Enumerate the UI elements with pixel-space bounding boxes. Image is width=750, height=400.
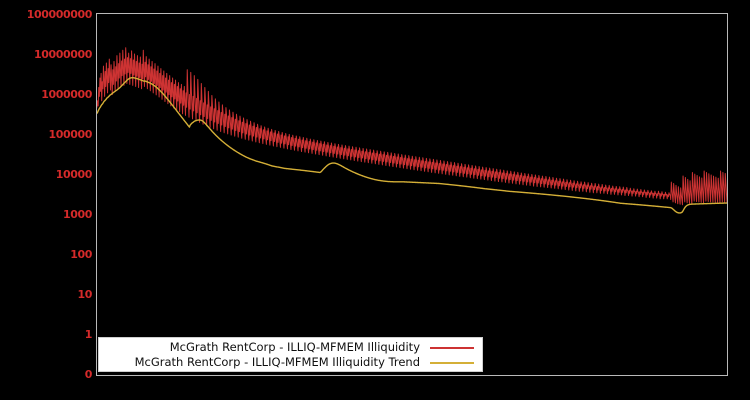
legend-label-illiquidity-trend: McGrath RentCorp - ILLIQ-MFMEM Illiquidi…	[134, 355, 420, 369]
line-swatch-illiquidity	[430, 346, 474, 349]
y-tick-label-1: 1	[84, 328, 93, 341]
legend-item-illiquidity-trend[interactable]: McGrath RentCorp - ILLIQ-MFMEM Illiquidi…	[99, 355, 478, 370]
y-tick-label-100000: 100000	[48, 128, 92, 141]
legend-label-illiquidity: McGrath RentCorp - ILLIQ-MFMEM Illiquidi…	[169, 340, 420, 354]
y-tick-label-10: 10	[77, 288, 92, 301]
legend-item-illiquidity[interactable]: McGrath RentCorp - ILLIQ-MFMEM Illiquidi…	[99, 340, 478, 355]
y-tick-label-1000: 1000	[62, 208, 92, 221]
y-tick-label-10000: 10000	[55, 168, 93, 181]
y-tick-label-0: 0	[84, 368, 93, 381]
series-svg	[97, 47, 727, 214]
y-axis: 100000000 10000000 1000000 100000 10000 1000 1…	[0, 0, 93, 400]
legend[interactable]: McGrath RentCorp - ILLIQ-MFMEM Illiquidi…	[98, 337, 483, 372]
y-tick-label-100000000: 100000000	[26, 8, 93, 21]
series-line-illiquidity-trend	[97, 76, 727, 214]
plot-area	[96, 13, 728, 376]
y-tick-label-1000000: 1000000	[41, 88, 92, 101]
series-line-illiquidity	[97, 47, 727, 206]
y-tick-label-10000000: 10000000	[33, 48, 92, 61]
y-tick-label-100: 100	[70, 248, 92, 261]
line-swatch-illiquidity-trend	[430, 361, 474, 364]
